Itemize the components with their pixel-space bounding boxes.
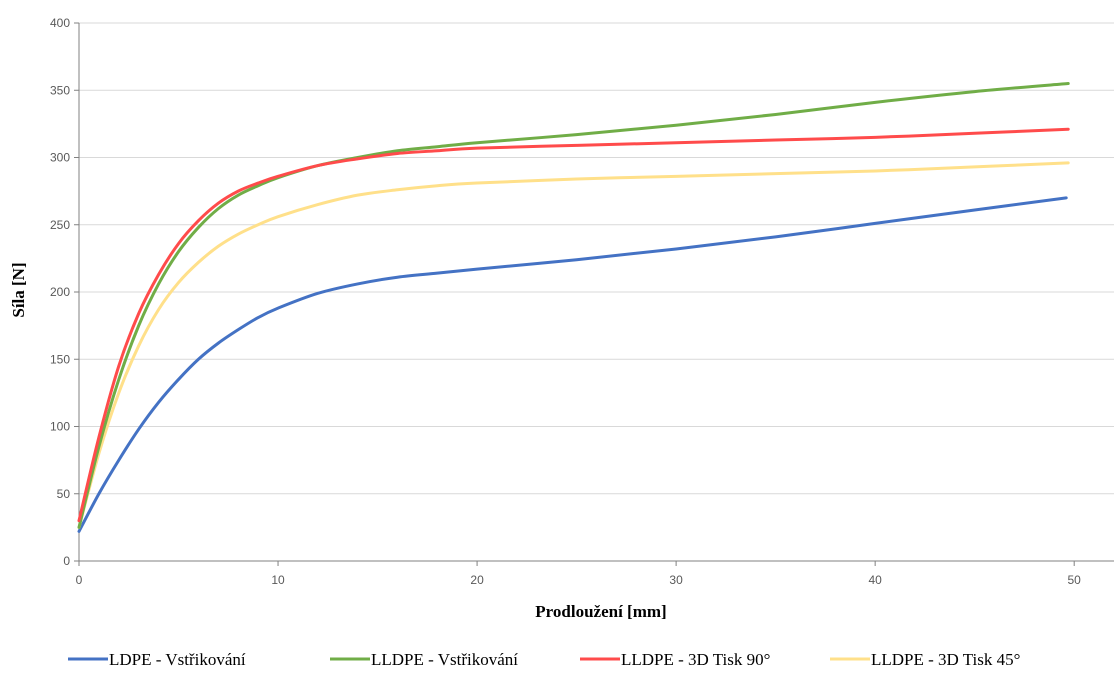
legend-item: LLDPE - 3D Tisk 90°: [580, 650, 770, 669]
y-tick-labels: 0 50 100 150 200 250 300 350 400: [50, 16, 70, 568]
y-tick-label: 350: [50, 83, 70, 97]
x-tick-labels: 0 10 20 30 40 50: [76, 573, 1082, 587]
series-lines: [77, 82, 1070, 533]
x-axis-title: Prodloužení [mm]: [535, 602, 666, 621]
y-tick-label: 250: [50, 218, 70, 232]
legend-item: LLDPE - Vstřikování: [330, 650, 518, 669]
x-tick-label: 30: [669, 573, 683, 587]
x-tick-label: 50: [1068, 573, 1082, 587]
x-tick-label: 10: [271, 573, 285, 587]
y-axis-title: Síla [N]: [9, 262, 28, 317]
series-line-3: [77, 127, 1070, 523]
legend-label: LLDPE - 3D Tisk 90°: [621, 650, 770, 669]
y-tick-label: 150: [50, 352, 70, 366]
series-line-1: [77, 196, 1068, 533]
legend-item: LDPE - Vstřikování: [68, 650, 246, 669]
x-tick-label: 40: [868, 573, 882, 587]
grid-lines: [79, 22, 1114, 495]
legend: LDPE - Vstřikování LLDPE - Vstřikování LLD…: [68, 650, 1020, 669]
y-tick-label: 300: [50, 151, 70, 165]
axes: [74, 22, 1114, 566]
legend-label: LLDPE - 3D Tisk 45°: [871, 650, 1020, 669]
y-tick-label: 100: [50, 420, 70, 434]
y-tick-label: 400: [50, 16, 70, 30]
series-line-4: [77, 161, 1070, 529]
legend-label: LLDPE - Vstřikování: [371, 650, 518, 669]
series-line-2: [77, 82, 1070, 529]
x-tick-label: 0: [76, 573, 83, 587]
y-tick-label: 200: [50, 285, 70, 299]
x-tick-label: 20: [470, 573, 484, 587]
y-tick-label: 50: [57, 487, 71, 501]
legend-item: LLDPE - 3D Tisk 45°: [830, 650, 1020, 669]
legend-label: LDPE - Vstřikování: [109, 650, 246, 669]
y-tick-label: 0: [63, 554, 70, 568]
